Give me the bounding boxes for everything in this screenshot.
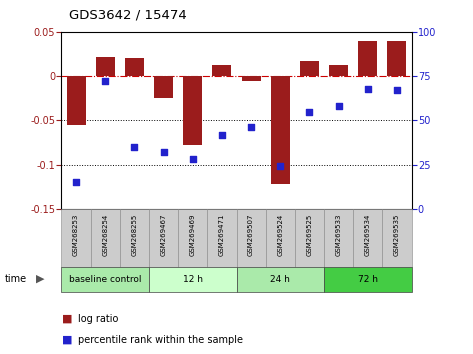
Point [335, 103, 342, 109]
Text: GSM269534: GSM269534 [365, 213, 371, 256]
Text: GSM269533: GSM269533 [335, 213, 342, 256]
Bar [242, 76, 261, 81]
Bar [387, 41, 406, 76]
Point [393, 87, 401, 93]
Text: GSM269507: GSM269507 [248, 213, 254, 256]
Text: 24 h: 24 h [270, 275, 290, 284]
Point [276, 164, 284, 169]
Text: GSM268255: GSM268255 [131, 213, 138, 256]
Point [72, 179, 80, 185]
Bar [67, 76, 86, 125]
Bar [96, 57, 115, 76]
Text: GSM268254: GSM268254 [102, 213, 108, 256]
Bar [120, 209, 149, 267]
Bar [154, 76, 173, 98]
Text: GDS3642 / 15474: GDS3642 / 15474 [69, 9, 186, 22]
Point [364, 86, 372, 91]
Point [306, 109, 313, 114]
Bar [324, 209, 353, 267]
Bar [207, 209, 236, 267]
Text: GSM268253: GSM268253 [73, 213, 79, 256]
Point [247, 125, 255, 130]
Bar [212, 65, 231, 76]
Bar [183, 76, 202, 145]
Text: percentile rank within the sample: percentile rank within the sample [78, 335, 243, 345]
Point [101, 79, 109, 84]
Point [218, 132, 226, 137]
Point [189, 156, 197, 162]
Text: 12 h: 12 h [183, 275, 203, 284]
Text: baseline control: baseline control [69, 275, 141, 284]
Text: GSM269525: GSM269525 [307, 213, 313, 256]
Bar [353, 209, 382, 267]
Text: time: time [5, 274, 27, 284]
Text: ■: ■ [61, 335, 72, 345]
Text: GSM269471: GSM269471 [219, 213, 225, 256]
Text: GSM269469: GSM269469 [190, 213, 196, 256]
Text: GSM269524: GSM269524 [277, 213, 283, 256]
Text: ▶: ▶ [36, 274, 44, 284]
Bar [61, 209, 91, 267]
Bar [271, 76, 290, 184]
Bar [91, 209, 120, 267]
Bar [125, 58, 144, 76]
Bar [295, 209, 324, 267]
Bar [266, 209, 295, 267]
Text: log ratio: log ratio [78, 314, 118, 324]
Text: GSM269535: GSM269535 [394, 213, 400, 256]
Bar [149, 267, 236, 292]
Bar [178, 209, 207, 267]
Bar [358, 41, 377, 76]
Bar [382, 209, 412, 267]
Text: GSM269467: GSM269467 [160, 213, 166, 256]
Bar [61, 267, 149, 292]
Point [131, 144, 138, 150]
Bar [236, 209, 266, 267]
Bar [329, 65, 348, 76]
Bar [149, 209, 178, 267]
Bar [300, 61, 319, 76]
Point [160, 149, 167, 155]
Bar [236, 267, 324, 292]
Text: ■: ■ [61, 314, 72, 324]
Bar [324, 267, 412, 292]
Text: 72 h: 72 h [358, 275, 378, 284]
